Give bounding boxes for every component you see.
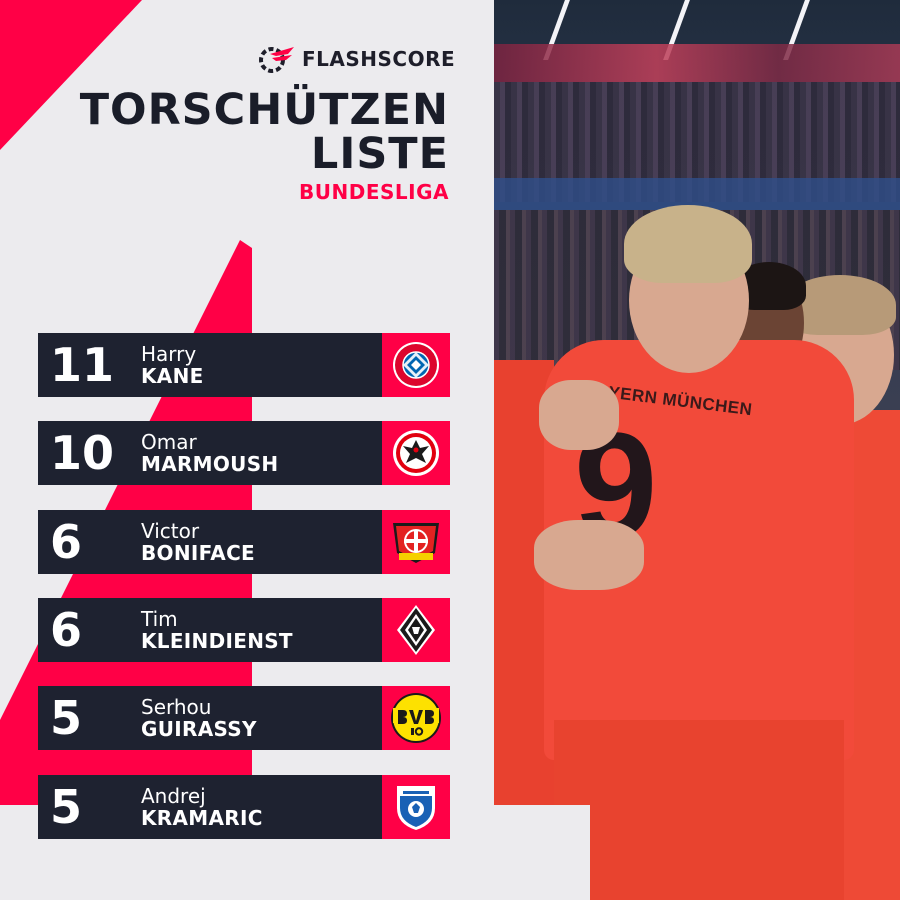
club-badge	[382, 775, 450, 839]
scorer-row: 5 Serhou GUIRASSY	[38, 686, 450, 750]
player-last-name: KRAMARIC	[141, 806, 263, 830]
player-first-name: Serhou	[141, 695, 212, 719]
scorer-row: 5 Andrej KRAMARIC	[38, 775, 450, 839]
goals-count: 6	[50, 515, 83, 569]
eintracht-frankfurt-crest-icon	[391, 428, 441, 478]
borussia-moenchengladbach-crest-icon	[396, 604, 436, 656]
fc-bayern-muenchen-crest-icon	[391, 340, 441, 390]
goals-count: 10	[50, 426, 115, 480]
goals-count: 5	[50, 691, 83, 745]
scorer-row: 11 Harry KANE	[38, 333, 450, 397]
player-first-name: Andrej	[141, 784, 206, 808]
scorer-row: 6 Tim KLEINDIENST	[38, 598, 450, 662]
player-last-name: KANE	[141, 364, 204, 388]
scorer-row: 10 Omar MARMOUSH	[38, 421, 450, 485]
page-title-line-2: LISTE	[310, 129, 449, 179]
goals-count: 11	[50, 338, 115, 392]
club-badge	[382, 510, 450, 574]
red-corner-decoration	[0, 0, 142, 150]
player-first-name: Victor	[141, 519, 200, 543]
page-title-line-1: TORSCHÜTZEN	[79, 85, 449, 135]
flashscore-logo-icon	[258, 44, 296, 74]
tsg-hoffenheim-crest-icon	[393, 782, 439, 832]
goals-count: 6	[50, 603, 83, 657]
league-subtitle: BUNDESLIGA	[299, 180, 449, 204]
bayer-leverkusen-crest-icon	[389, 517, 443, 567]
team-celebration-photo: BAYERN MÜNCHEN 9	[494, 0, 900, 900]
player-last-name: MARMOUSH	[141, 452, 279, 476]
club-badge	[382, 598, 450, 662]
player-last-name: GUIRASSY	[141, 717, 257, 741]
player-last-name: BONIFACE	[141, 541, 256, 565]
player-first-name: Tim	[141, 607, 178, 631]
goals-count: 5	[50, 780, 83, 834]
borussia-dortmund-crest-icon	[390, 692, 442, 744]
player-first-name: Omar	[141, 430, 197, 454]
player-last-name: KLEINDIENST	[141, 629, 293, 653]
club-badge	[382, 421, 450, 485]
flashscore-brand: FLASHSCORE	[258, 44, 455, 74]
club-badge	[382, 686, 450, 750]
player-first-name: Harry	[141, 342, 197, 366]
scorer-row: 6 Victor BONIFACE	[38, 510, 450, 574]
club-badge	[382, 333, 450, 397]
brand-name: FLASHSCORE	[302, 47, 456, 71]
